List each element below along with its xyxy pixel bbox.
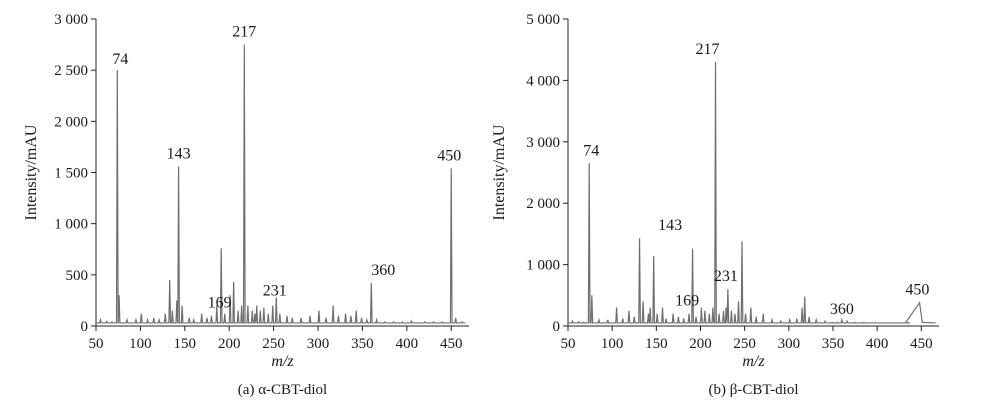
x-tick-label: 300	[778, 336, 801, 352]
y-tick-label: 0	[553, 319, 561, 335]
chart-panel-b: 0 1 000 2 000 3 000 4 000 5 000 50 100 150 200 250…	[491, 12, 939, 398]
y-tick-label: 1 500	[54, 166, 88, 182]
x-tick-label: 150	[174, 336, 197, 352]
y-axis-title: Intensity/mAU	[23, 124, 40, 220]
peak-label-169: 169	[208, 295, 232, 312]
y-tick-label: 3 000	[526, 135, 560, 151]
x-tick-label: 250	[262, 336, 285, 352]
panel-caption: (a) α-CBT-diol	[238, 382, 327, 398]
chart-panel-a: 0 500 1 000 1 500 2 000 2 500 3 000 50 100 150 200…	[23, 12, 469, 398]
x-tick-label: 350	[822, 336, 845, 352]
x-tick-label: 200	[218, 336, 241, 352]
x-tick-label: 100	[601, 336, 624, 352]
y-axis-title: Intensity/mAU	[491, 124, 508, 220]
x-tick-label: 250	[733, 336, 756, 352]
y-tick-label: 4 000	[526, 73, 560, 89]
peak-label-143: 143	[658, 217, 682, 234]
x-tick-label: 50	[89, 336, 104, 352]
peak-label-360: 360	[371, 262, 395, 279]
peak-label-74: 74	[583, 142, 599, 159]
peak-label-450: 450	[905, 282, 929, 299]
x-axis-title: m/z	[742, 353, 765, 370]
x-tick-label: 150	[645, 336, 668, 352]
panel-caption: (b) β-CBT-diol	[709, 382, 799, 398]
peak-label-74: 74	[112, 51, 128, 68]
x-tick-label: 450	[440, 336, 463, 352]
peak-label-169: 169	[675, 293, 699, 310]
peak-label-231: 231	[714, 268, 738, 285]
x-tick-label: 50	[561, 336, 576, 352]
x-tick-label: 450	[910, 336, 933, 352]
peak-label-217: 217	[232, 24, 256, 41]
x-axis-title: m/z	[271, 353, 294, 370]
x-tick-label: 350	[351, 336, 374, 352]
y-tick-label: 5 000	[526, 12, 560, 28]
spectrum-trace	[568, 61, 936, 324]
y-tick-label: 500	[66, 268, 89, 284]
y-tick-label: 3 000	[54, 12, 88, 28]
peak-label-231: 231	[263, 283, 287, 300]
y-tick-label: 1 000	[54, 217, 88, 233]
spectrum-trace	[96, 44, 466, 324]
y-tick-label: 2 000	[54, 114, 88, 130]
x-tick-label: 300	[307, 336, 330, 352]
x-tick-label: 400	[396, 336, 419, 352]
x-tick-label: 400	[866, 336, 889, 352]
y-tick-label: 0	[81, 319, 89, 335]
x-tick-label: 200	[689, 336, 712, 352]
y-tick-label: 2 500	[54, 63, 88, 79]
peak-label-217: 217	[696, 41, 720, 58]
peak-label-360: 360	[830, 301, 854, 318]
peak-label-143: 143	[167, 145, 191, 162]
y-tick-label: 1 000	[526, 258, 560, 274]
peak-label-450: 450	[437, 147, 461, 164]
y-tick-label: 2 000	[526, 196, 560, 212]
x-tick-label: 100	[129, 336, 152, 352]
